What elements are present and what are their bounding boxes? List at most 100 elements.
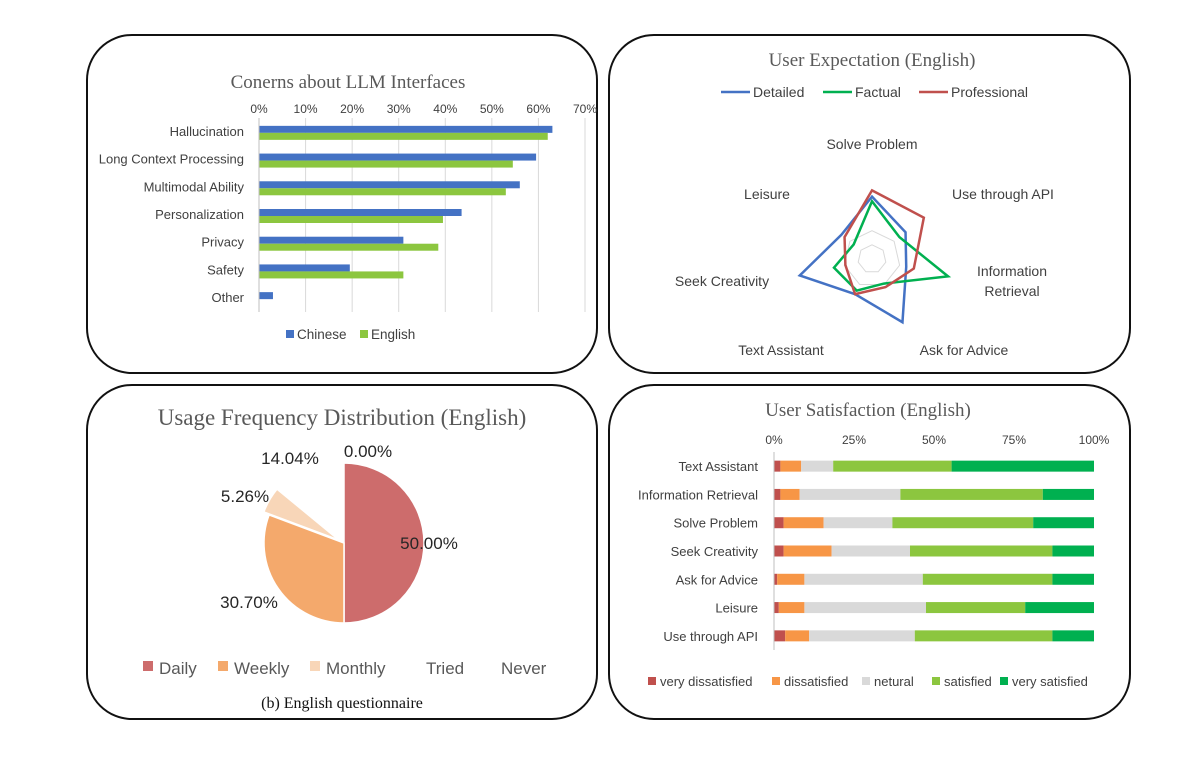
legend-swatch-weekly xyxy=(218,661,228,671)
bar-netural-solve-problem xyxy=(823,517,893,529)
expectation-panel: User Expectation (English) Solve Problem… xyxy=(608,34,1131,374)
legend-label-never: Never xyxy=(501,659,547,678)
x-tick-label: 0% xyxy=(250,102,268,116)
radar-axis-label: Ask for Advice xyxy=(920,342,1009,358)
x-tick-label: 10% xyxy=(294,102,318,116)
legend-label-detailed: Detailed xyxy=(753,84,804,100)
satisfaction-chart: User Satisfaction (English) 0% 25% 50% 75% 1… xyxy=(638,400,1110,689)
radar-series-professional xyxy=(843,188,926,296)
pie-data-label-monthly: 5.26% xyxy=(221,487,269,506)
frequency-panel: Usage Frequency Distribution (English) 5… xyxy=(86,384,598,720)
category-label: Safety xyxy=(207,262,244,277)
bar-chinese-personalization xyxy=(259,209,462,216)
x-tick-label: 20% xyxy=(340,102,364,116)
x-tick-label: 75% xyxy=(1002,433,1026,447)
radar-series-detailed xyxy=(797,194,908,325)
legend-swatch-english xyxy=(360,330,368,338)
bar-netural-information-retrieval xyxy=(799,488,901,500)
bar-chinese-safety xyxy=(259,264,350,272)
radar-gridline xyxy=(843,230,901,286)
frequency-title: Usage Frequency Distribution (English) xyxy=(158,405,527,430)
pie-data-label-tried: 14.04% xyxy=(261,449,319,468)
legend-swatch-chinese xyxy=(286,330,294,338)
x-tick-label: 50% xyxy=(480,102,504,116)
legend-swatch-dissatisfied xyxy=(772,677,780,685)
radar-series-factual xyxy=(832,198,952,293)
category-label: Solve Problem xyxy=(673,516,758,531)
bar-netural-use-through-api xyxy=(809,630,915,642)
bar-very-satisfied-ask-for-advice xyxy=(1052,573,1094,585)
bar-dissatisfied-solve-problem xyxy=(783,517,824,529)
bar-dissatisfied-seek-creativity xyxy=(783,545,832,557)
bar-very-dissatisfied-information-retrieval xyxy=(774,488,781,500)
bar-very-satisfied-solve-problem xyxy=(1033,517,1094,529)
bar-satisfied-solve-problem xyxy=(892,517,1034,529)
bar-dissatisfied-text-assistant xyxy=(780,460,802,472)
radar-axis-label: Use through API xyxy=(952,186,1054,202)
legend-label-tried: Tried xyxy=(426,659,464,678)
expectation-chart: User Expectation (English) Solve Problem… xyxy=(675,50,1054,358)
category-label: Long Context Processing xyxy=(99,152,244,167)
legend-label-weekly: Weekly xyxy=(234,659,290,678)
legend-label-chinese: Chinese xyxy=(297,327,347,342)
pie-slice-monthly xyxy=(262,488,340,541)
pie-slice-weekly xyxy=(263,513,345,624)
bar-chinese-privacy xyxy=(259,236,404,244)
bar-netural-ask-for-advice xyxy=(804,573,923,585)
pie-data-label-daily: 50.00% xyxy=(400,534,458,553)
frequency-chart: Usage Frequency Distribution (English) 5… xyxy=(143,405,547,712)
pie-data-label-never: 0.00% xyxy=(344,442,392,461)
bar-dissatisfied-ask-for-advice xyxy=(777,573,805,585)
bar-very-satisfied-text-assistant xyxy=(951,460,1094,472)
figure-caption: (b) English questionnaire xyxy=(261,695,423,712)
category-label: Privacy xyxy=(201,235,244,250)
legend-label-professional: Professional xyxy=(951,84,1028,100)
bar-dissatisfied-leisure xyxy=(778,602,805,614)
satisfaction-title: User Satisfaction (English) xyxy=(765,400,971,421)
legend-label-monthly: Monthly xyxy=(326,659,386,678)
bar-very-dissatisfied-solve-problem xyxy=(774,517,784,529)
x-tick-label: 60% xyxy=(526,102,550,116)
category-label: Hallucination xyxy=(170,124,244,139)
bar-very-satisfied-use-through-api xyxy=(1052,630,1094,642)
x-tick-label: 100% xyxy=(1079,433,1110,447)
category-label: Seek Creativity xyxy=(671,544,759,559)
bar-netural-leisure xyxy=(804,602,926,614)
category-label: Personalization xyxy=(155,207,244,222)
bar-very-satisfied-information-retrieval xyxy=(1042,488,1094,500)
radar-axis-label: Text Assistant xyxy=(738,342,824,358)
bar-very-satisfied-leisure xyxy=(1025,602,1094,614)
x-tick-label: 70% xyxy=(573,102,597,116)
radar-axis-label: Solve Problem xyxy=(826,136,917,152)
bar-netural-seek-creativity xyxy=(831,545,910,557)
bar-english-personalization xyxy=(259,216,443,223)
bar-dissatisfied-use-through-api xyxy=(785,630,810,642)
bar-chinese-long-context-processing xyxy=(259,153,537,161)
legend-label-netural: netural xyxy=(874,674,914,689)
pie-slice-daily xyxy=(343,462,425,624)
radar-axis-label: Leisure xyxy=(744,186,790,202)
x-tick-label: 0% xyxy=(765,433,783,447)
category-label: Leisure xyxy=(715,601,758,616)
legend-label-satisfied: satisfied xyxy=(944,674,992,689)
legend-swatch-very-dissatisfied xyxy=(648,677,656,685)
legend-label-english: English xyxy=(371,327,415,342)
category-label: Text Assistant xyxy=(679,459,759,474)
radar-axis-label: Seek Creativity xyxy=(675,273,769,289)
x-tick-label: 25% xyxy=(842,433,866,447)
bar-english-multimodal-ability xyxy=(259,188,506,196)
bar-very-dissatisfied-use-through-api xyxy=(774,630,786,642)
legend-label-very-satisfied: very satisfied xyxy=(1012,674,1088,689)
satisfaction-panel: User Satisfaction (English) 0% 25% 50% 75% 1… xyxy=(608,384,1131,720)
legend-label-very-dissatisfied: very dissatisfied xyxy=(660,674,752,689)
legend-label-dissatisfied: dissatisfied xyxy=(784,674,848,689)
radar-gridline xyxy=(857,244,887,273)
category-label: Other xyxy=(211,290,244,305)
radar-axis-label: Information Retrieval xyxy=(977,263,1047,299)
bar-satisfied-text-assistant xyxy=(833,460,952,472)
expectation-title: User Expectation (English) xyxy=(769,50,976,71)
bar-netural-text-assistant xyxy=(801,460,834,472)
bar-very-dissatisfied-ask-for-advice xyxy=(774,573,778,585)
bar-chinese-hallucination xyxy=(259,125,553,133)
category-label: Information Retrieval xyxy=(638,487,758,502)
